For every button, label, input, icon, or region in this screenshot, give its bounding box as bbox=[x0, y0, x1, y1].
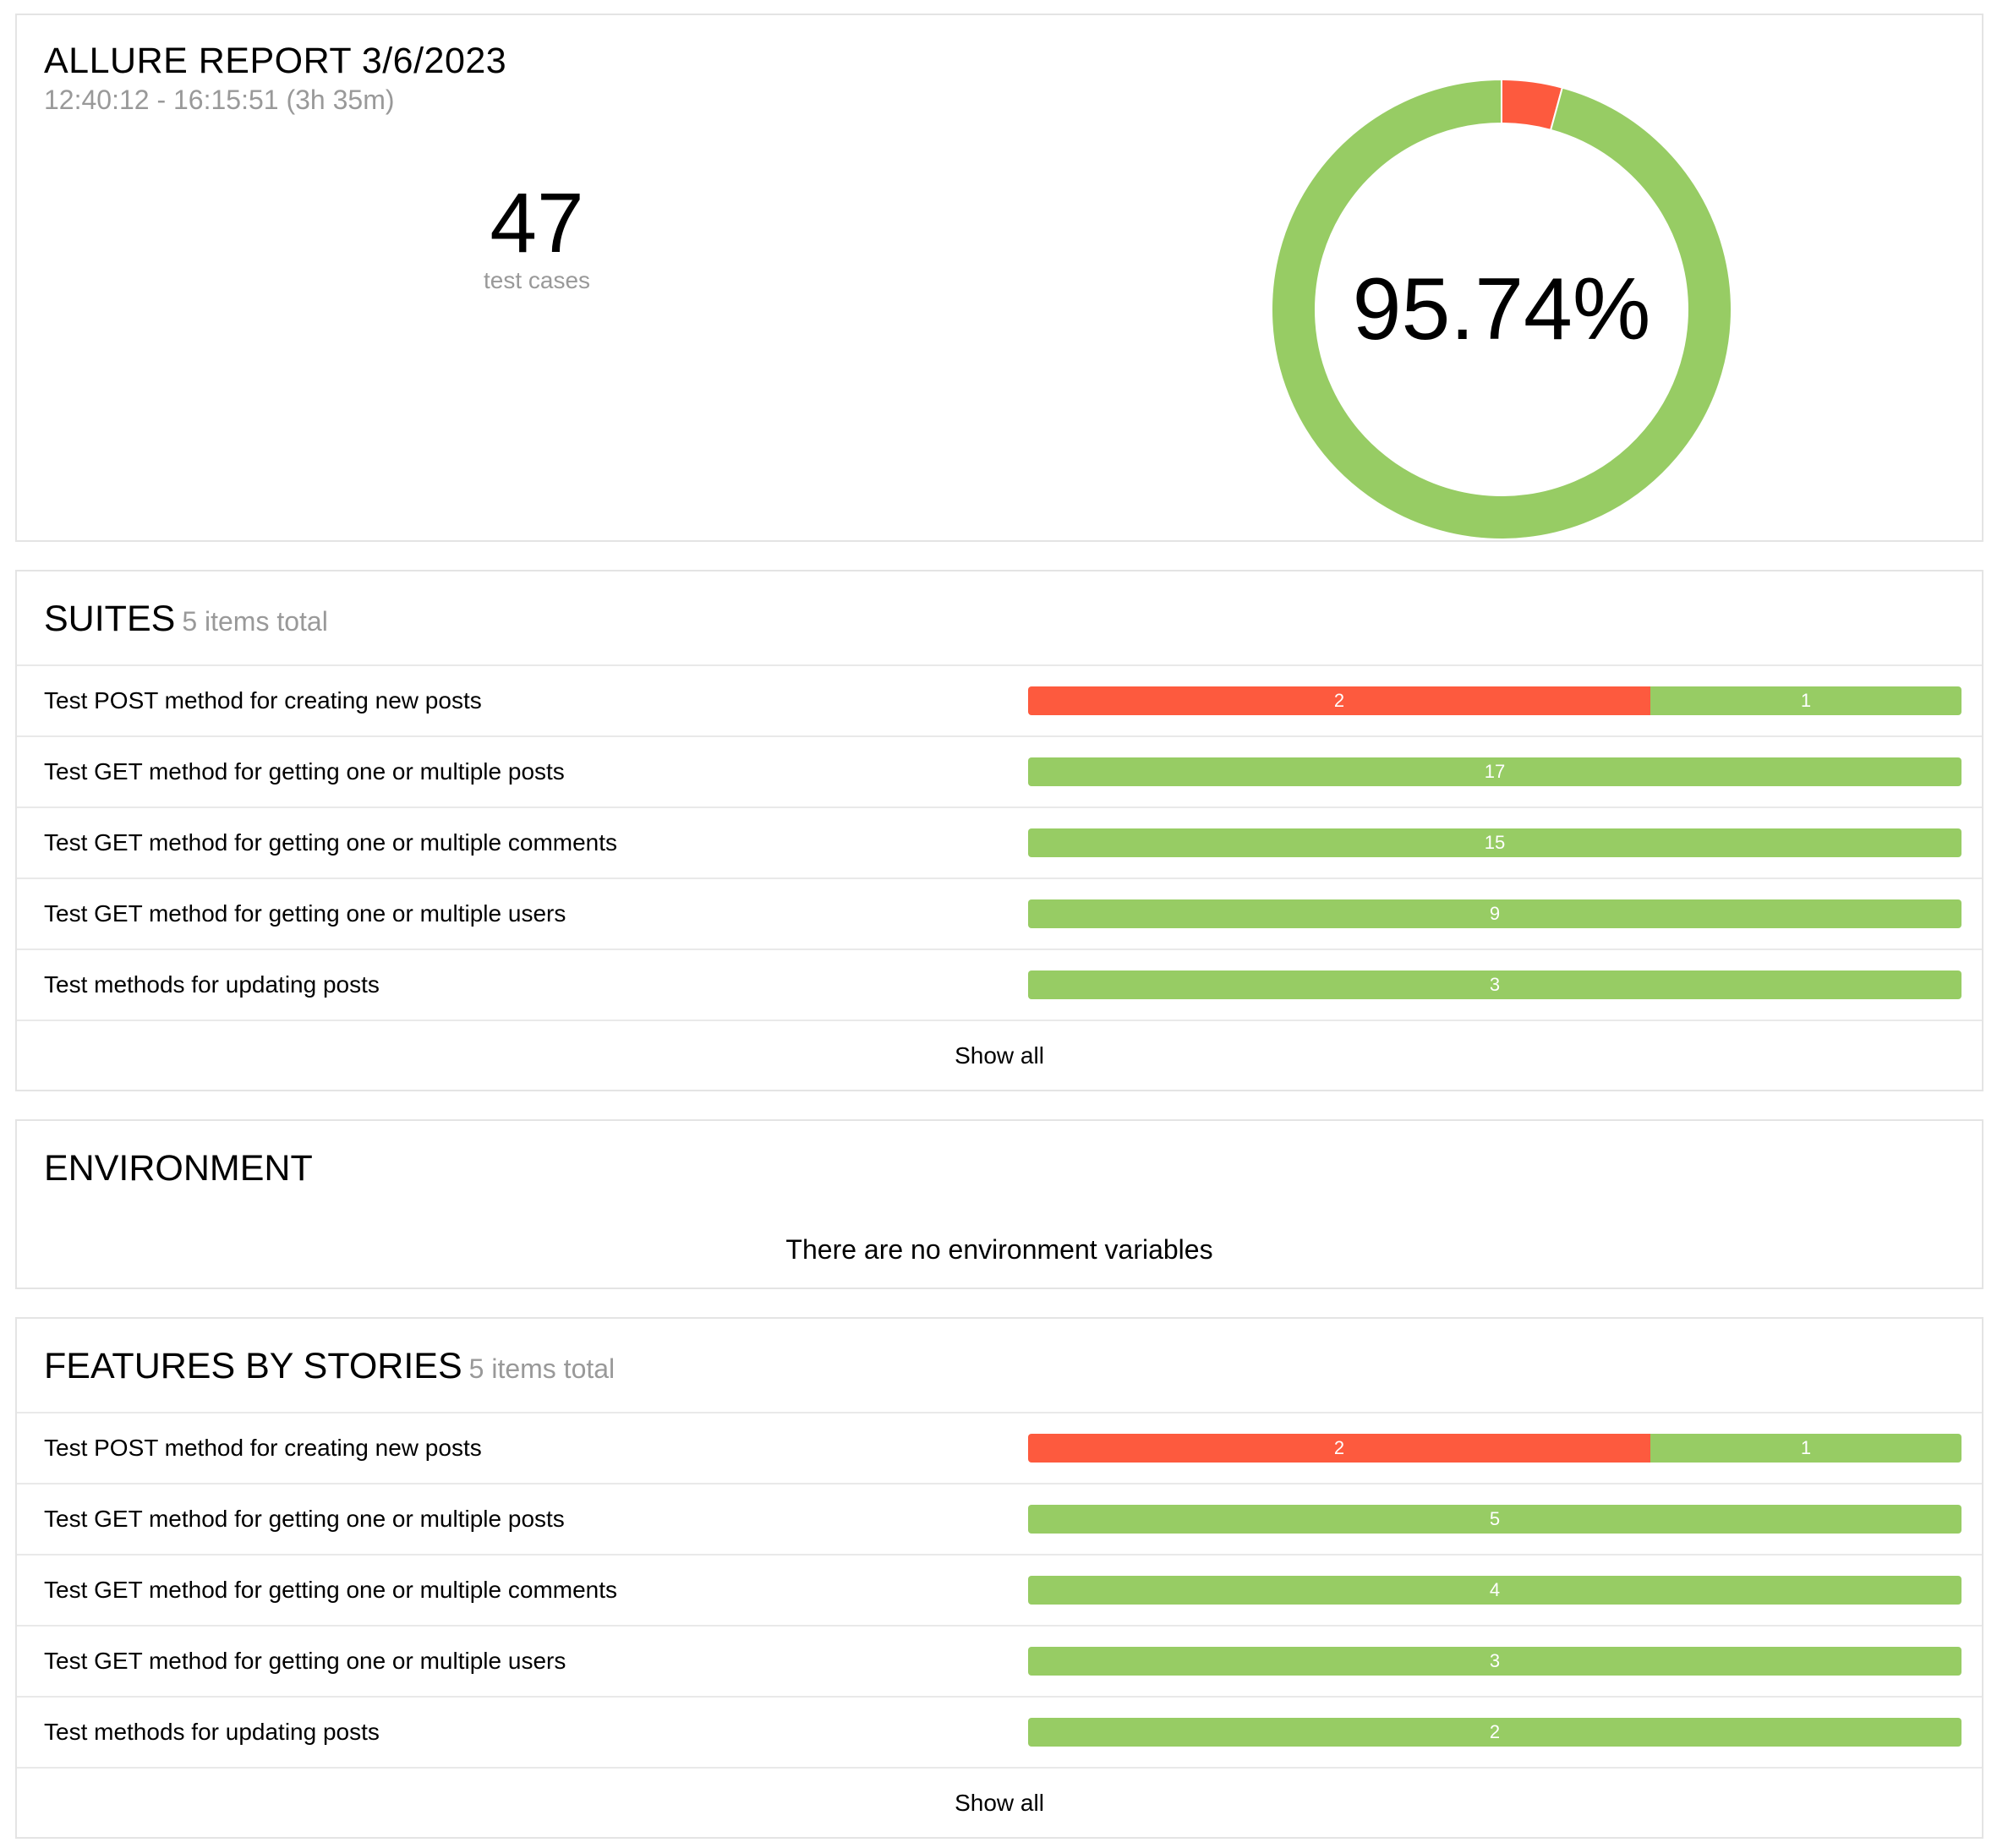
feature-name: Test GET method for getting one or multi… bbox=[44, 1577, 618, 1603]
status-bar: 2 bbox=[1028, 1718, 1961, 1747]
passed-segment[interactable]: 5 bbox=[1028, 1505, 1961, 1534]
environment-widget: ENVIRONMENT There are no environment var… bbox=[15, 1119, 1983, 1289]
status-bar: 15 bbox=[1028, 828, 1961, 857]
feature-name: Test POST method for creating new posts bbox=[44, 1435, 482, 1461]
features-count: 5 items total bbox=[468, 1353, 616, 1384]
environment-empty-message: There are no environment variables bbox=[785, 1234, 1213, 1265]
table-row[interactable]: Test GET method for getting one or multi… bbox=[17, 1483, 1982, 1554]
environment-title: ENVIRONMENT bbox=[44, 1148, 313, 1189]
features-title: FEATURES BY STORIES bbox=[44, 1346, 462, 1386]
suite-name: Test POST method for creating new posts bbox=[44, 687, 482, 714]
suites-count: 5 items total bbox=[182, 606, 328, 637]
table-row[interactable]: Test methods for updating posts 2 bbox=[17, 1696, 1982, 1767]
failed-segment[interactable]: 2 bbox=[1028, 686, 1650, 715]
passed-segment[interactable]: 15 bbox=[1028, 828, 1961, 857]
status-bar: 3 bbox=[1028, 1647, 1961, 1676]
features-widget: FEATURES BY STORIES 5 items total Test PO… bbox=[15, 1317, 1983, 1839]
feature-name: Test GET method for getting one or multi… bbox=[44, 1648, 566, 1674]
status-bar: 9 bbox=[1028, 899, 1961, 928]
suite-name: Test GET method for getting one or multi… bbox=[44, 758, 565, 785]
suite-name: Test GET method for getting one or multi… bbox=[44, 829, 618, 856]
test-count: 47 bbox=[490, 176, 584, 271]
test-count-label: test cases bbox=[483, 267, 591, 293]
suite-name: Test methods for updating posts bbox=[44, 971, 380, 998]
passed-segment[interactable]: 3 bbox=[1028, 970, 1961, 999]
status-bar: 5 bbox=[1028, 1505, 1961, 1534]
failed-segment[interactable]: 2 bbox=[1028, 1434, 1650, 1463]
passed-segment[interactable]: 9 bbox=[1028, 899, 1961, 928]
passed-segment[interactable]: 1 bbox=[1650, 1434, 1961, 1463]
passed-segment[interactable]: 2 bbox=[1028, 1718, 1961, 1747]
test-count-block: 47 test cases bbox=[431, 181, 643, 294]
table-row[interactable]: Test methods for updating posts 3 bbox=[17, 949, 1982, 1020]
suites-show-all-button[interactable]: Show all bbox=[17, 1020, 1982, 1089]
feature-name: Test GET method for getting one or multi… bbox=[44, 1506, 565, 1532]
table-row[interactable]: Test GET method for getting one or multi… bbox=[17, 806, 1982, 878]
status-bar: 3 bbox=[1028, 970, 1961, 999]
suite-name: Test GET method for getting one or multi… bbox=[44, 900, 566, 927]
donut-slice-passed[interactable] bbox=[1271, 78, 1732, 540]
suites-list: Test POST method for creating new posts … bbox=[17, 664, 1982, 1089]
table-row[interactable]: Test GET method for getting one or multi… bbox=[17, 1625, 1982, 1696]
passed-segment[interactable]: 3 bbox=[1028, 1647, 1961, 1676]
passed-segment[interactable]: 1 bbox=[1650, 686, 1961, 715]
features-list: Test POST method for creating new posts … bbox=[17, 1412, 1982, 1836]
feature-name: Test methods for updating posts bbox=[44, 1719, 380, 1745]
table-row[interactable]: Test GET method for getting one or multi… bbox=[17, 1554, 1982, 1625]
suites-widget: SUITES 5 items total Test POST method for… bbox=[15, 570, 1983, 1091]
table-row[interactable]: Test GET method for getting one or multi… bbox=[17, 735, 1982, 806]
donut-segments bbox=[1271, 78, 1732, 540]
passed-segment[interactable]: 4 bbox=[1028, 1576, 1961, 1605]
table-row[interactable]: Test POST method for creating new posts … bbox=[17, 1412, 1982, 1483]
table-row[interactable]: Test POST method for creating new posts … bbox=[17, 664, 1982, 735]
table-row[interactable]: Test GET method for getting one or multi… bbox=[17, 878, 1982, 949]
features-show-all-button[interactable]: Show all bbox=[17, 1767, 1982, 1836]
features-header: FEATURES BY STORIES 5 items total bbox=[44, 1346, 615, 1387]
summary-widget: ALLURE REPORT 3/6/2023 12:40:12 - 16:15:… bbox=[15, 14, 1983, 542]
success-rate-label: 95.74% bbox=[1353, 260, 1651, 358]
status-bar: 17 bbox=[1028, 757, 1961, 786]
passed-segment[interactable]: 17 bbox=[1028, 757, 1961, 786]
suites-header: SUITES 5 items total bbox=[44, 599, 328, 640]
report-time-range: 12:40:12 - 16:15:51 (3h 35m) bbox=[44, 85, 395, 115]
success-rate-donut-chart[interactable]: 95.74% bbox=[1248, 56, 1755, 563]
suites-title: SUITES bbox=[44, 599, 176, 639]
report-title: ALLURE REPORT 3/6/2023 bbox=[44, 41, 507, 81]
status-bar: 4 bbox=[1028, 1576, 1961, 1605]
